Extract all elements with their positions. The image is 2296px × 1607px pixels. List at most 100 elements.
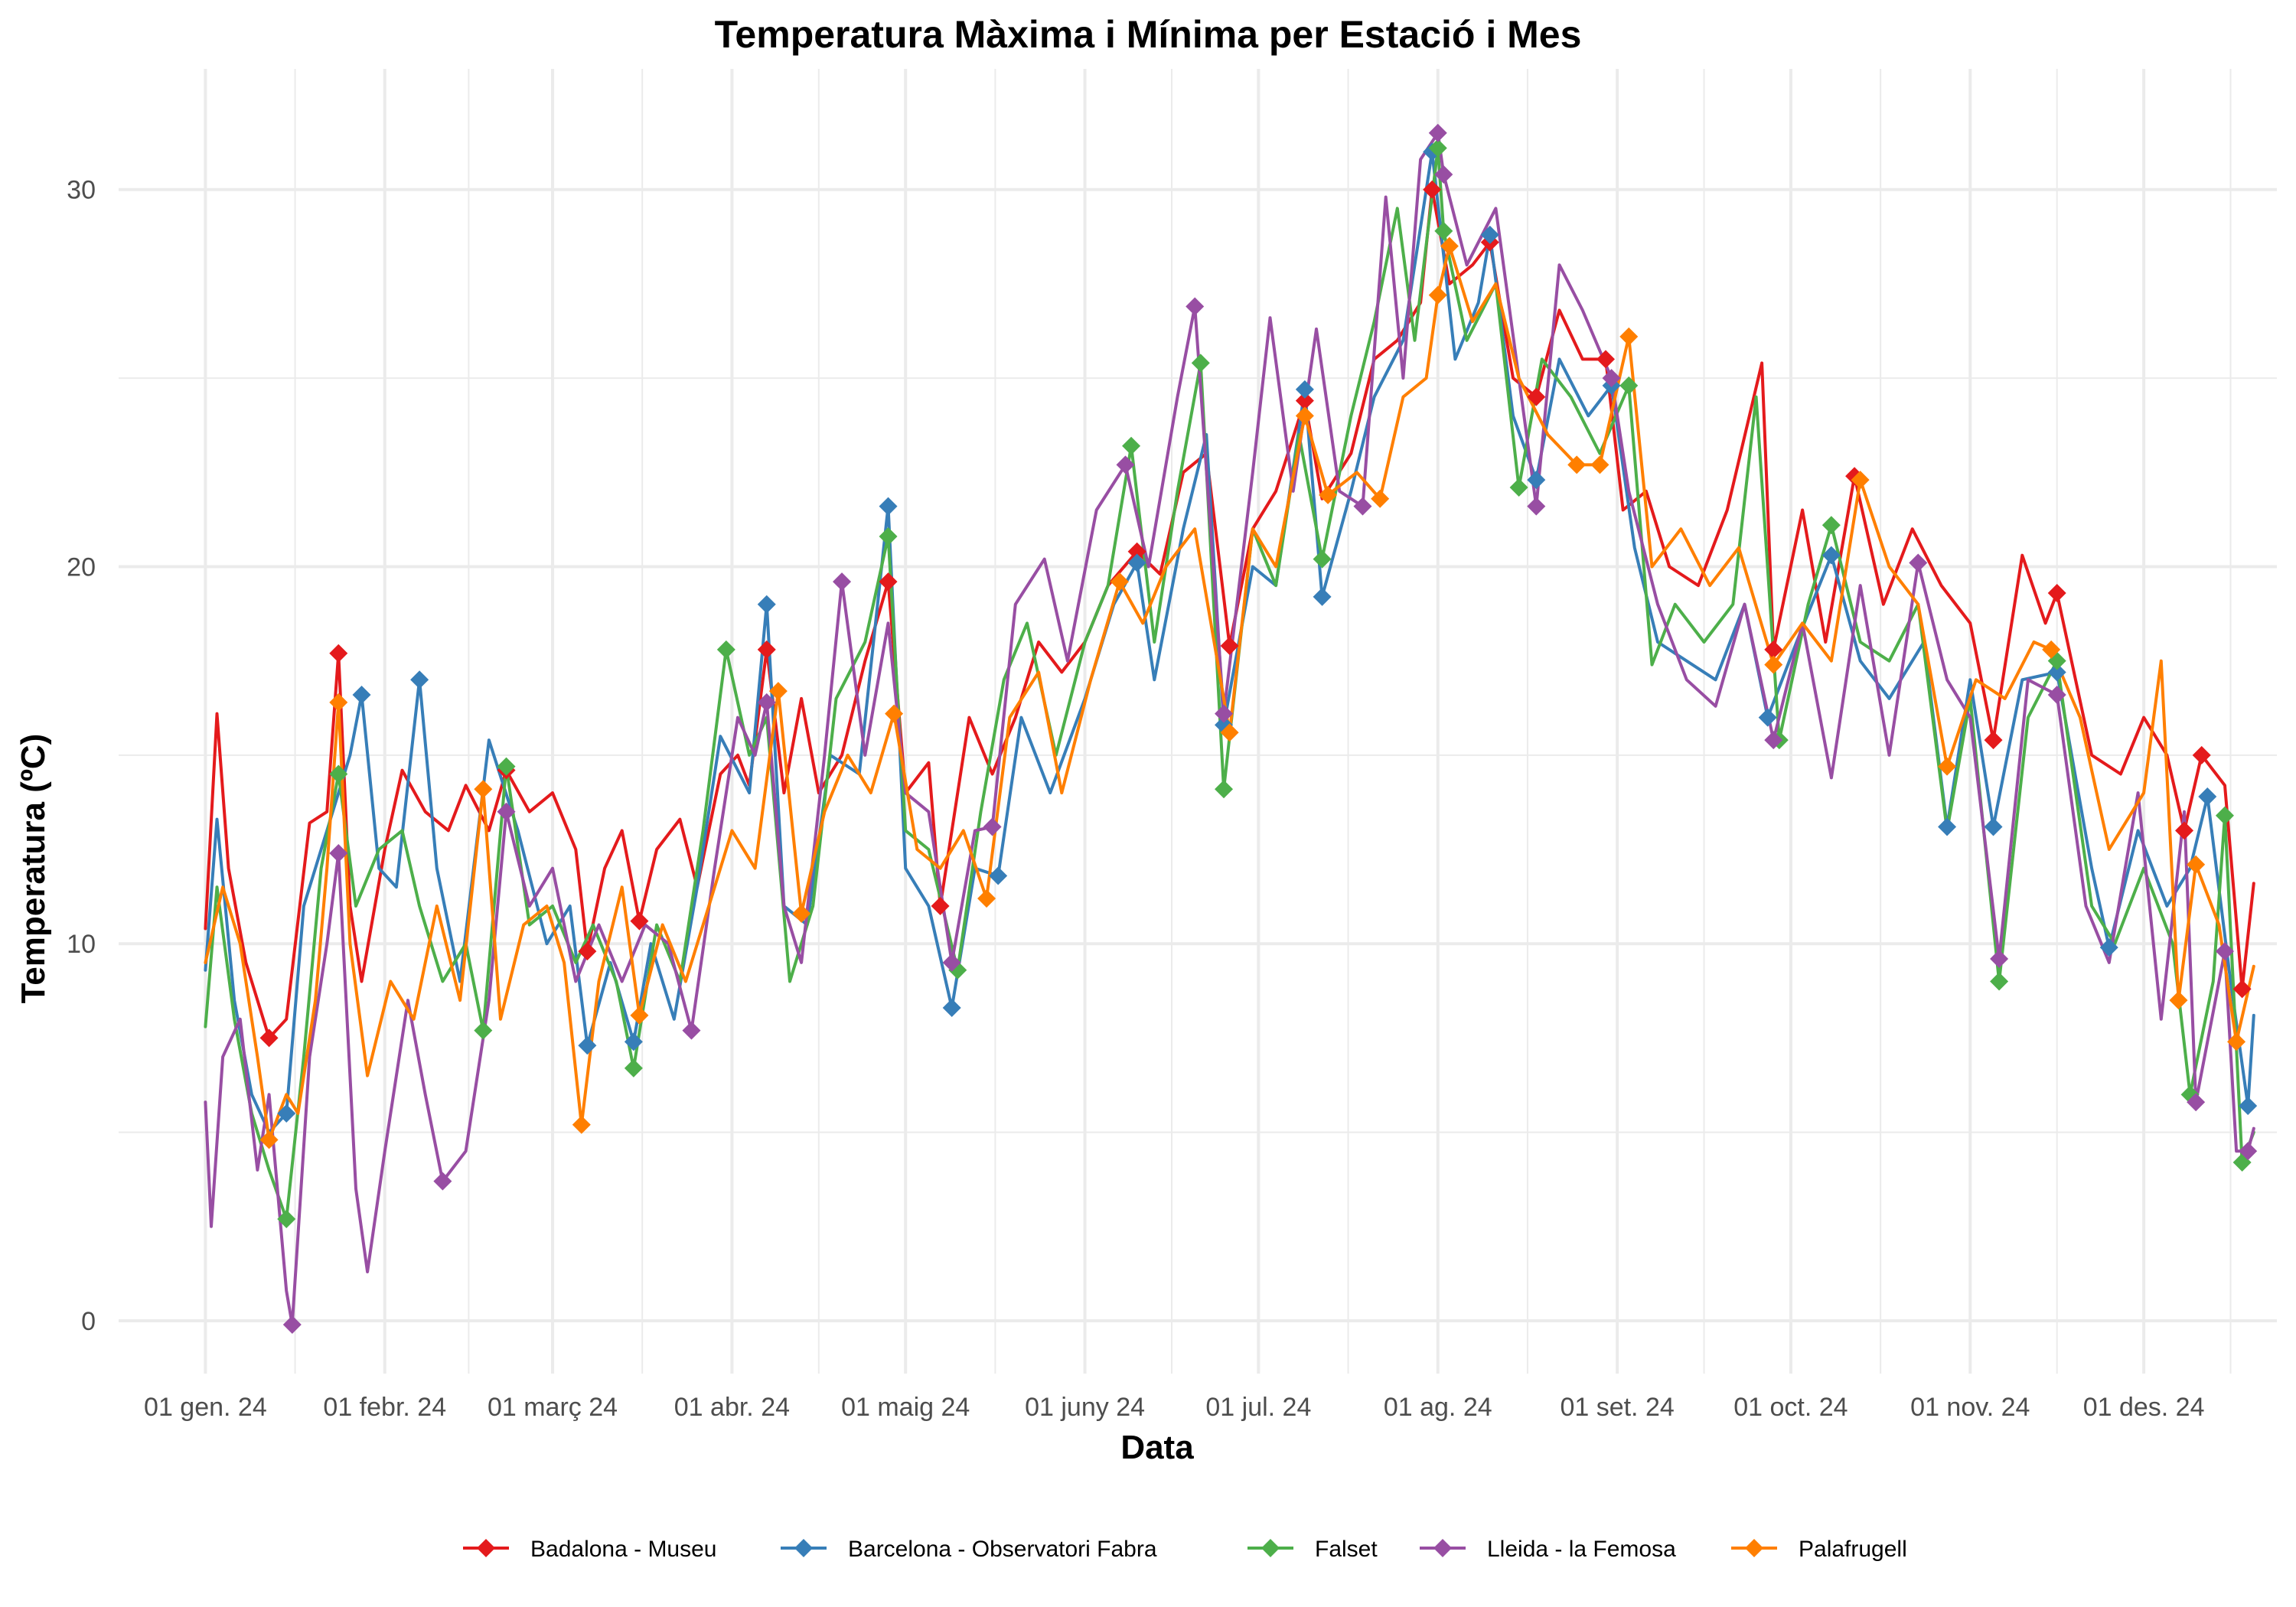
series-point-badalona-museu [259,1028,279,1048]
series-point-falset [1619,376,1639,395]
series-point-barcelona-observatori-fabra [2239,1097,2258,1116]
series-point-falset [1215,780,1234,799]
series-point-falset [1191,354,1210,373]
series-point-lleida-la-femosa [2239,1142,2258,1161]
x-tick-label: 01 oct. 24 [1733,1393,1848,1422]
series-point-palafrugell [1567,455,1587,474]
series-point-falset [474,1021,493,1040]
legend-label-palafrugell: Palafrugell [1799,1537,1907,1562]
series-point-falset [1122,436,1141,455]
chart-title: Temperatura Màxima i Mínima per Estació … [715,13,1582,56]
series-line-lleida-la-femosa [204,131,2255,1326]
series-point-lleida-la-femosa [2215,942,2234,961]
y-axis-title: Temperatura (ºC) [15,734,52,1004]
series-point-palafrugell [1428,285,1447,305]
series-point-falset [624,1058,643,1077]
series-point-barcelona-observatori-fabra [1295,380,1314,399]
series-point-barcelona-observatori-fabra [757,595,776,614]
series-point-badalona-museu [630,911,649,931]
series-line-palafrugell [204,244,2255,1142]
y-tick-label: 0 [81,1307,96,1336]
series-point-barcelona-observatori-fabra [1527,471,1546,490]
legend-key-marker-palafrugell [1745,1539,1763,1557]
legend-label-badalona-museu: Badalona - Museu [530,1537,717,1562]
series-point-palafrugell [885,704,904,723]
series-point-falset [1821,516,1841,535]
series-point-palafrugell [572,1115,591,1134]
series-point-barcelona-observatori-fabra [1758,708,1777,727]
series-point-palafrugell [630,1006,649,1025]
x-tick-label: 01 gen. 24 [144,1393,267,1422]
series-point-badalona-museu [757,640,776,659]
series-point-lleida-la-femosa [1527,497,1546,516]
series-point-badalona-museu [879,572,898,592]
series-point-falset [1509,478,1528,497]
series-point-badalona-museu [2192,745,2211,764]
series-point-palafrugell [2169,991,2188,1010]
series-point-palafrugell [792,904,811,923]
series-point-barcelona-observatori-fabra [1127,553,1146,572]
marker-layer [259,123,2258,1334]
series-point-falset [1313,549,1332,569]
series-point-palafrugell [329,693,348,712]
series-point-badalona-museu [1295,391,1314,410]
series-point-lleida-la-femosa [2047,686,2066,705]
series-point-falset [1428,139,1447,158]
legend: Badalona - Museu Barcelona - Observatori … [463,1537,1907,1562]
y-tick-labels: 0 10 20 30 [67,176,96,1336]
series-point-palafrugell [1938,757,1957,776]
series-point-lleida-la-femosa [1990,949,2009,968]
series-point-barcelona-observatori-fabra [352,686,371,705]
series-point-badalona-museu [1764,640,1783,659]
series-point-lleida-la-femosa [433,1172,452,1191]
series-point-falset [879,527,898,546]
series-point-barcelona-observatori-fabra [578,1036,597,1055]
y-tick-label: 20 [67,553,96,582]
series-point-lleida-la-femosa [1764,731,1783,750]
series-point-barcelona-observatori-fabra [1313,587,1332,606]
series-point-barcelona-observatori-fabra [879,497,898,516]
series-point-badalona-museu [2232,980,2252,999]
series-point-lleida-la-femosa [329,843,348,862]
x-tick-label: 01 des. 24 [2083,1393,2205,1422]
series-point-lleida-la-femosa [942,953,961,972]
series-point-barcelona-observatori-fabra [624,1032,643,1051]
series-point-falset [329,764,348,784]
series-point-palafrugell [1110,572,1129,592]
series-point-palafrugell [977,889,996,908]
series-point-palafrugell [474,780,493,799]
series-point-lleida-la-femosa [1186,297,1205,316]
legend-label-falset: Falset [1315,1537,1378,1562]
series-point-badalona-museu [578,942,597,961]
series-point-badalona-museu [2047,583,2066,602]
x-tick-labels: 01 gen. 24 01 febr. 24 01 març 24 01 abr. 2… [144,1393,2204,1422]
series-point-palafrugell [1590,455,1609,474]
series-point-falset [2215,806,2234,825]
series-point-falset [1434,221,1453,240]
series-point-palafrugell [1220,723,1239,742]
series-point-barcelona-observatori-fabra [277,1103,296,1123]
legend-key-marker-falset [1261,1539,1280,1557]
series-point-lleida-la-femosa [1602,369,1621,388]
legend-label-lleida-la-femosa: Lleida - la Femosa [1487,1537,1676,1562]
series-point-barcelona-observatori-fabra [2198,787,2217,807]
legend-key-marker-lleida-la-femosa [1433,1539,1452,1557]
x-tick-label: 01 jul. 24 [1205,1393,1311,1422]
x-tick-label: 01 nov. 24 [1910,1393,2030,1422]
series-point-badalona-museu [329,644,348,663]
series-point-palafrugell [1619,327,1639,346]
series-point-lleida-la-femosa [682,1021,701,1040]
major-gridlines [119,69,2277,1374]
x-tick-label: 01 set. 24 [1560,1393,1674,1422]
series-point-palafrugell [2187,855,2206,874]
series-point-palafrugell [1851,471,1870,490]
series-point-palafrugell [259,1130,279,1149]
series-point-badalona-museu [1127,542,1146,561]
series-point-badalona-museu [1984,731,2003,750]
series-point-lleida-la-femosa [2187,1093,2206,1112]
series-point-falset [277,1209,296,1228]
series-point-barcelona-observatori-fabra [942,999,961,1018]
series-point-palafrugell [1371,489,1390,508]
series-point-barcelona-observatori-fabra [1984,817,2003,836]
